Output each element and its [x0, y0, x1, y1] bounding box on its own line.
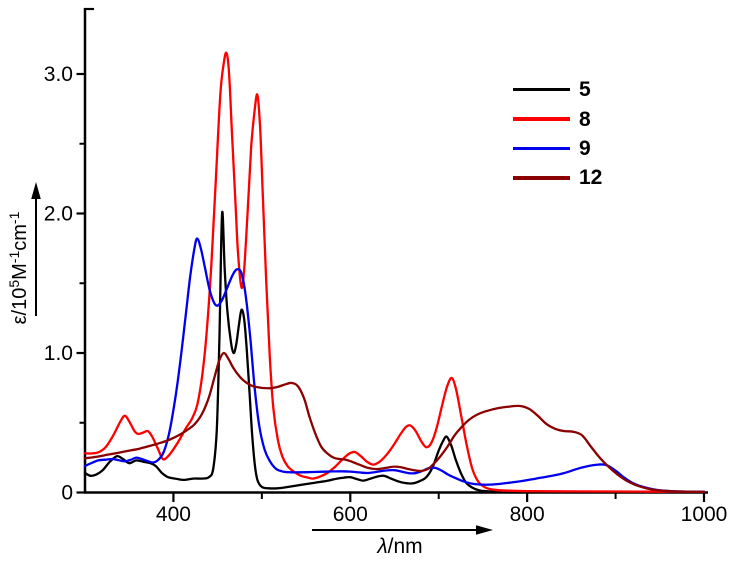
- legend-item: 9: [513, 134, 602, 163]
- legend-line-swatch: [513, 117, 570, 121]
- legend-label: 9: [579, 136, 591, 160]
- y-tick-label: 0: [61, 482, 73, 505]
- series-curve-9: [83, 237, 706, 493]
- y-axis-label: ε/105M-1cm-1: [6, 211, 31, 324]
- x-tick-label: 600: [333, 503, 368, 526]
- y-axis-arrow-head: [31, 182, 41, 199]
- series-curve-12: [83, 351, 706, 494]
- legend: 5 8 9 12: [513, 75, 602, 193]
- x-tick-label: 800: [510, 503, 545, 526]
- legend-item: 12: [513, 163, 602, 192]
- x-tick-label: 1000: [681, 503, 728, 526]
- y-tick-label: 1.0: [44, 342, 73, 365]
- legend-item: 5: [513, 75, 602, 104]
- x-axis-label: λ/nm: [376, 535, 422, 558]
- y-tick-label: 2.0: [44, 203, 73, 226]
- legend-label: 12: [579, 166, 603, 190]
- legend-label: 5: [579, 78, 591, 102]
- legend-label: 8: [579, 107, 591, 131]
- series-curve-8: [83, 51, 706, 493]
- legend-line-swatch: [513, 146, 570, 151]
- x-tick-label: 400: [156, 503, 191, 526]
- x-axis-arrow-head: [476, 525, 493, 535]
- series-curve-5: [83, 210, 706, 494]
- legend-line-swatch: [513, 87, 570, 92]
- y-tick-label: 3.0: [44, 63, 73, 86]
- legend-item: 8: [513, 104, 602, 133]
- legend-line-swatch: [513, 176, 570, 180]
